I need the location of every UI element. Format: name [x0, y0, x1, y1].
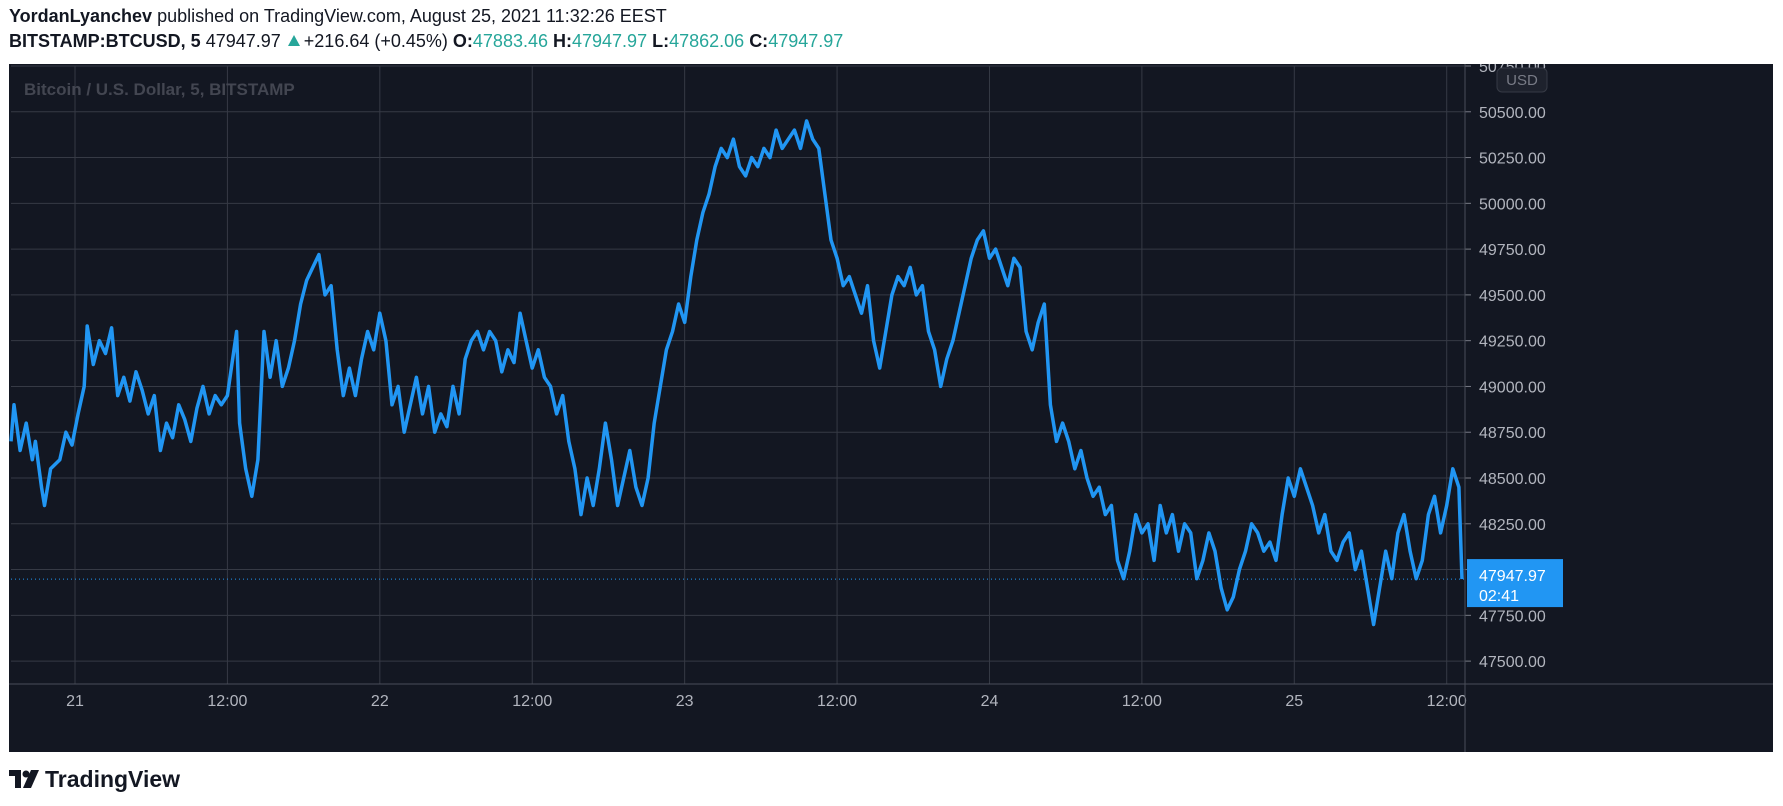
open-label: O: — [452, 31, 473, 51]
x-tick-label: 22 — [371, 693, 389, 710]
currency-button — [1496, 67, 1548, 93]
last-price-badge — [1467, 559, 1563, 608]
open-value: 47883.46 — [472, 31, 548, 51]
high-label: H: — [553, 31, 572, 51]
tradingview-logo-icon — [9, 769, 39, 788]
y-tick-label: 50000.00 — [1479, 196, 1546, 213]
y-tick-label: 50500.00 — [1479, 105, 1546, 122]
x-tick-label: 23 — [676, 693, 694, 710]
x-tick-label: 12:00 — [207, 693, 247, 710]
chart-watermark: Bitcoin / U.S. Dollar, 5, BITSTAMP — [24, 80, 295, 99]
y-tick-label: 49500.00 — [1479, 288, 1546, 305]
high-value: 47947.97 — [572, 31, 648, 51]
publish-text: published on TradingView.com, August 25,… — [157, 6, 667, 26]
x-tick-label: 25 — [1285, 693, 1303, 710]
y-tick-label: 48750.00 — [1479, 425, 1546, 442]
chart-background — [9, 64, 1773, 752]
x-tick-label: 24 — [981, 693, 999, 710]
footer: TradingView — [9, 766, 180, 793]
x-tick-label: 12:00 — [817, 693, 857, 710]
last-price-badge-value: 47947.97 — [1479, 568, 1546, 585]
publish-info: YordanLyanchev published on TradingView.… — [9, 6, 667, 27]
last-price: 47947.97 — [205, 31, 281, 51]
low-value: 47862.06 — [669, 31, 745, 51]
y-tick-label: 49250.00 — [1479, 334, 1546, 351]
x-tick-label: 12:00 — [1122, 693, 1162, 710]
tradingview-brand[interactable]: TradingView — [45, 766, 181, 792]
y-tick-label: 50250.00 — [1479, 151, 1546, 168]
y-tick-label: 47750.00 — [1479, 608, 1546, 625]
price-series-line — [9, 119, 1464, 627]
close-value: 47947.97 — [768, 31, 844, 51]
symbol-label: BITSTAMP:BTCUSD, 5 — [9, 31, 201, 51]
x-tick-label: 12:00 — [1427, 693, 1467, 710]
price-chart[interactable]: 47500.0047750.0048000.0048250.0048500.00… — [9, 64, 1773, 752]
y-tick-label: 49000.00 — [1479, 379, 1546, 396]
up-triangle-icon — [287, 35, 300, 46]
y-tick-label: 48500.00 — [1479, 471, 1546, 488]
y-tick-label: 49750.00 — [1479, 242, 1546, 259]
author-name[interactable]: YordanLyanchev — [9, 6, 153, 26]
bar-countdown-label: 02:41 — [1479, 588, 1519, 605]
x-tick-label: 21 — [66, 693, 84, 710]
x-tick-label: 12:00 — [512, 693, 552, 710]
y-tick-label: 47500.00 — [1479, 654, 1546, 671]
close-label: C: — [749, 31, 769, 51]
price-change: +216.64 (+0.45%) — [303, 31, 448, 51]
ohlc-legend: BITSTAMP:BTCUSD, 5 47947.97 +216.64 (+0.… — [9, 31, 843, 52]
low-label: L: — [652, 31, 670, 51]
y-tick-label: 48250.00 — [1479, 517, 1546, 534]
currency-label: USD — [1506, 72, 1538, 89]
